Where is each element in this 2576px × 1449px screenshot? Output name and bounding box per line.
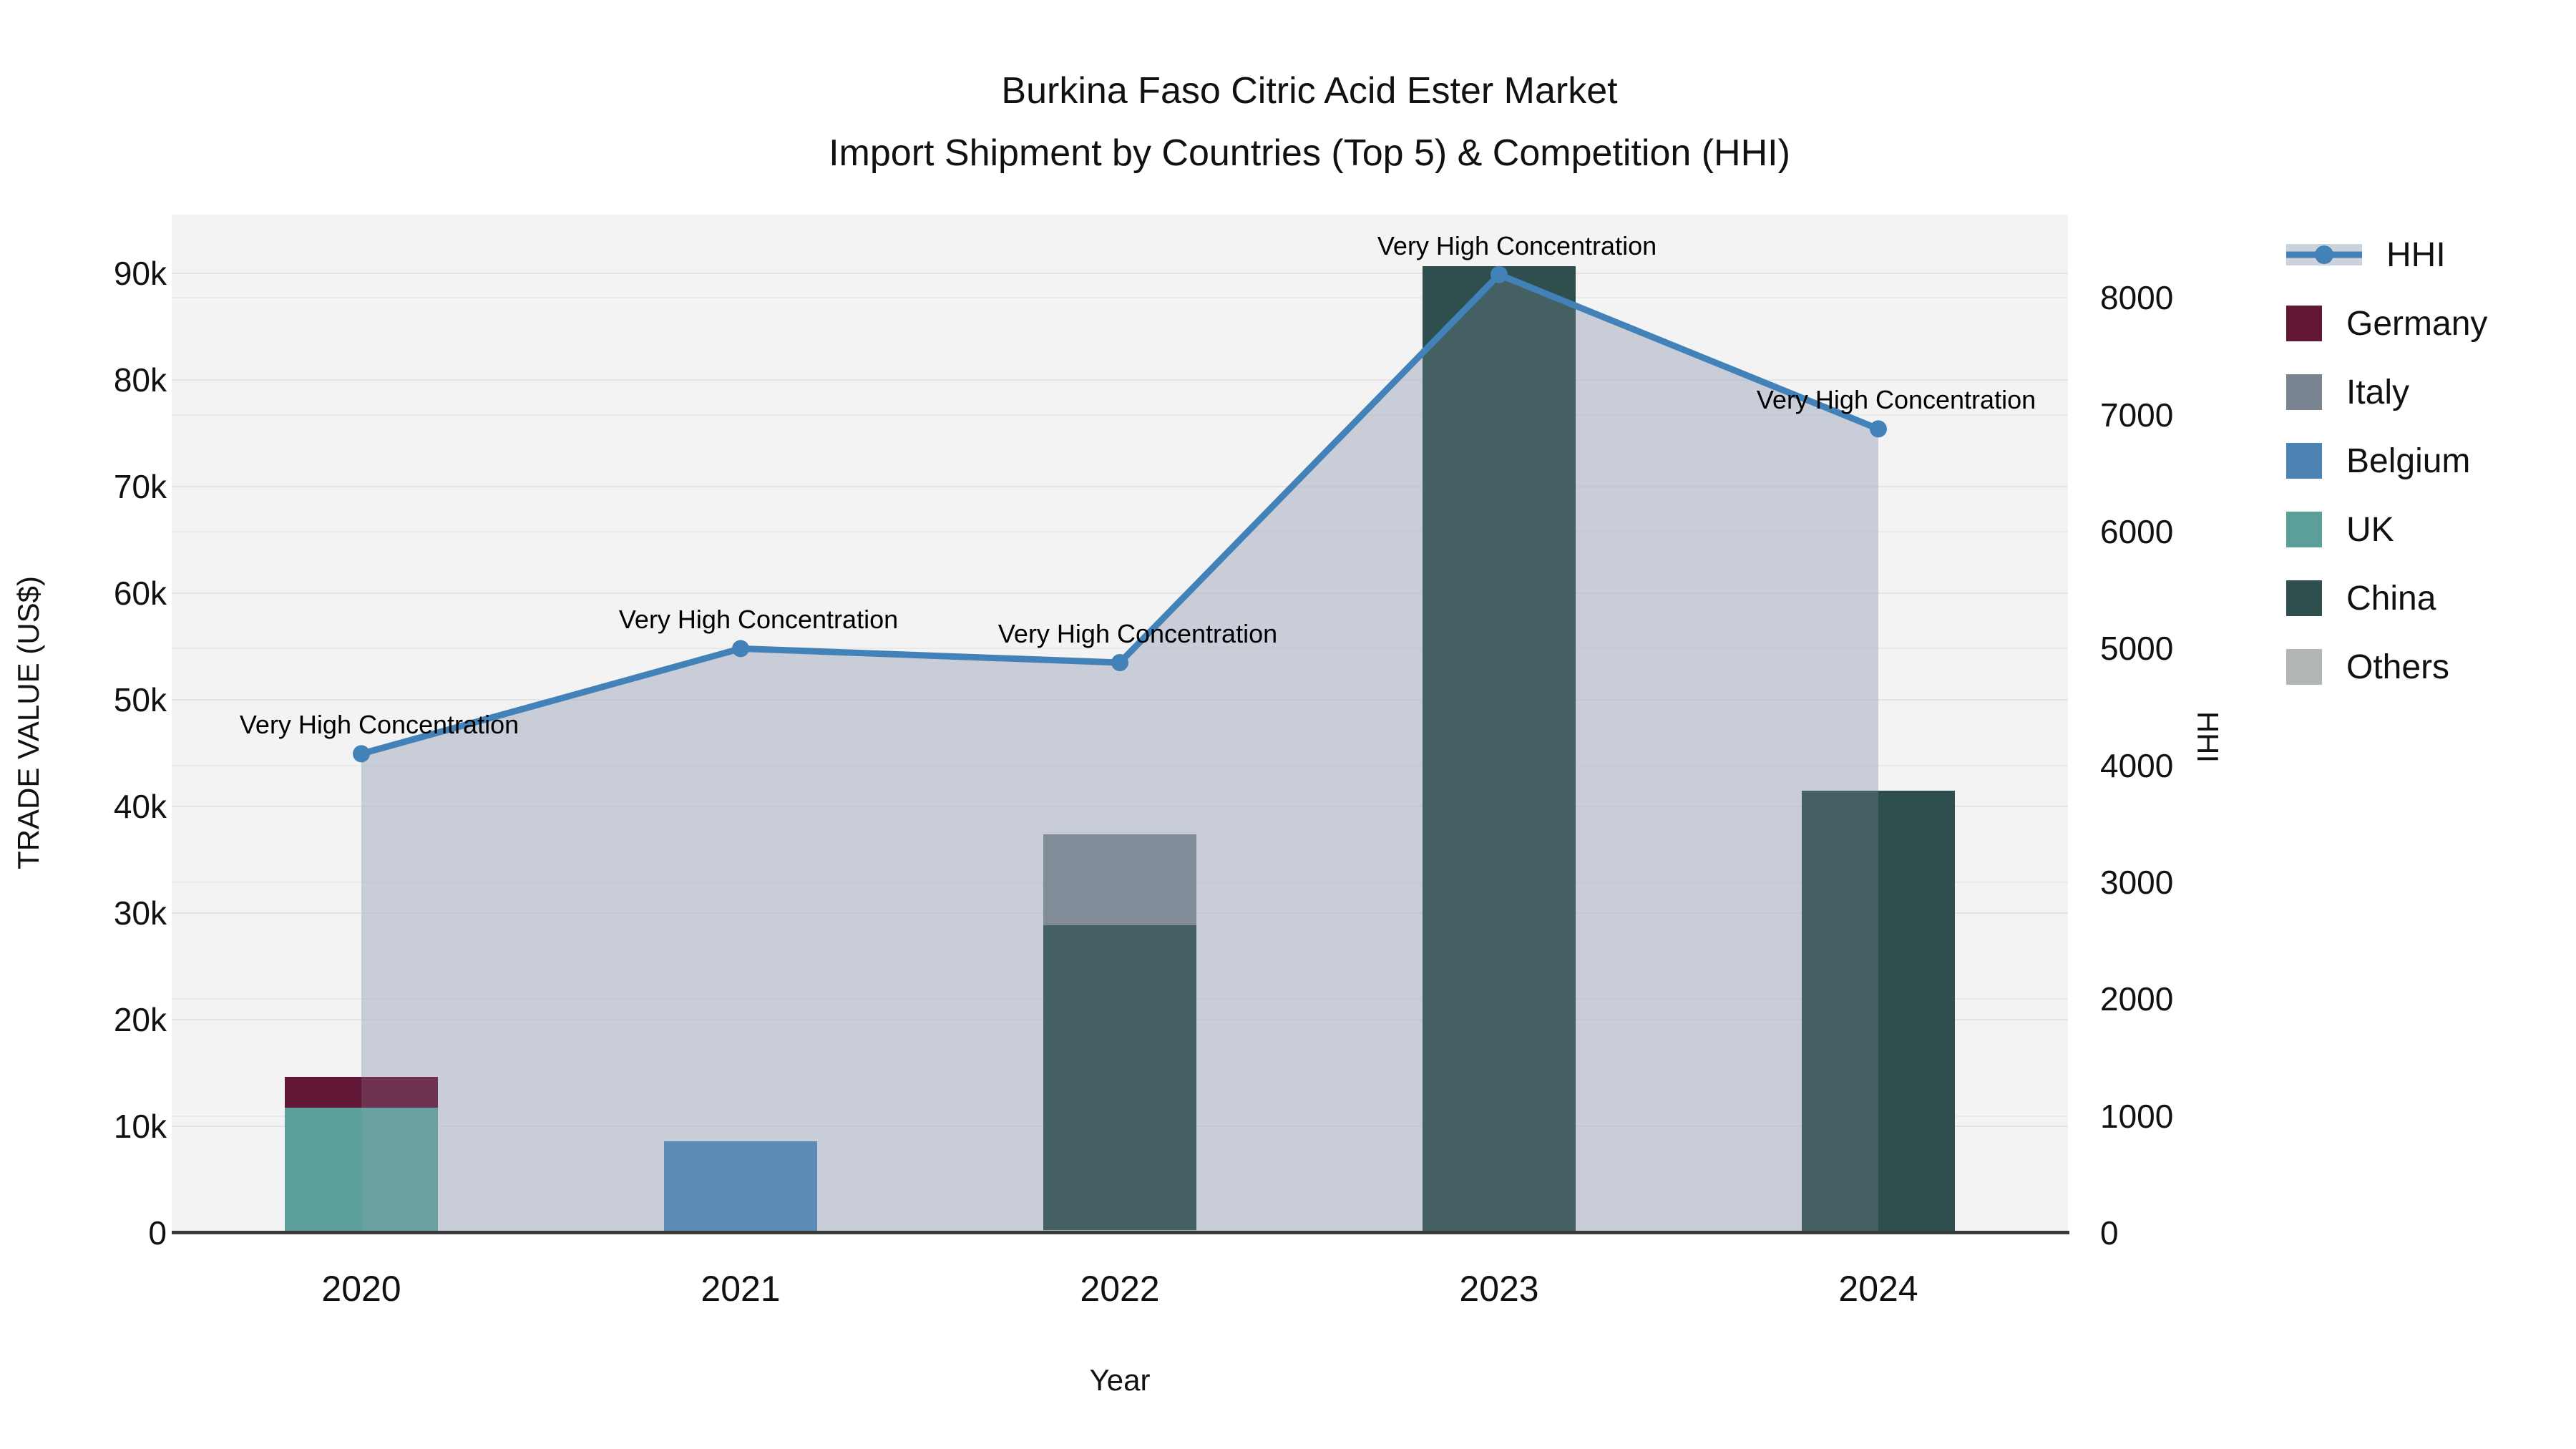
- gridline-left: [172, 805, 2068, 807]
- chart-title-line1: Burkina Faso Citric Acid Ester Market: [1001, 70, 1618, 112]
- hhi-marker-2020: [353, 745, 370, 763]
- legend-label-belgium: Belgium: [2346, 441, 2471, 480]
- ytick-left-0: 0: [148, 1214, 167, 1252]
- legend-item-germany: Germany: [2286, 304, 2488, 343]
- chart-title-line2: Import Shipment by Countries (Top 5) & C…: [829, 132, 1790, 174]
- legend-label-italy: Italy: [2346, 373, 2410, 411]
- annotation-2024: Very High Concentration: [1756, 385, 2036, 415]
- ytick-left-30k: 30k: [113, 894, 167, 932]
- bar-segment-china-2024: [1802, 790, 1955, 1233]
- annotation-2023: Very High Concentration: [1377, 230, 1657, 260]
- ytick-left-40k: 40k: [113, 787, 167, 825]
- hhi-marker-2021: [732, 640, 749, 658]
- xtick-2023: 2023: [1459, 1269, 1539, 1309]
- bar-segment-china-2023: [1423, 265, 1576, 1233]
- xtick-2021: 2021: [701, 1269, 781, 1309]
- y-axis-title-right: HHI: [2191, 711, 2225, 763]
- gridline-right: [172, 648, 2068, 650]
- gridline-right: [172, 414, 2068, 416]
- legend-item-italy: Italy: [2286, 374, 2487, 411]
- bar-segment-italy-2022: [1043, 834, 1196, 926]
- ytick-left-70k: 70k: [113, 467, 167, 505]
- annotation-2020: Very High Concentration: [239, 710, 519, 740]
- ytick-right-6000: 6000: [2100, 513, 2174, 551]
- annotation-2022: Very High Concentration: [997, 619, 1278, 648]
- legend-label-germany: Germany: [2346, 304, 2488, 343]
- legend-swatch-others: [2286, 649, 2322, 685]
- legend-swatch-china: [2286, 580, 2322, 616]
- annotation-2021: Very High Concentration: [618, 605, 899, 635]
- legend-swatch-uk: [2286, 512, 2322, 547]
- hhi-marker-2023: [1491, 265, 1508, 283]
- ytick-left-50k: 50k: [113, 680, 167, 718]
- x-axis-title: Year: [1089, 1363, 1151, 1397]
- ytick-left-80k: 80k: [113, 361, 167, 399]
- ytick-right-7000: 7000: [2100, 396, 2174, 434]
- legend-item-others: Others: [2286, 648, 2487, 686]
- legend-item-belgium: Belgium: [2286, 441, 2487, 480]
- legend-swatch-belgium: [2286, 443, 2322, 479]
- ytick-right-1000: 1000: [2100, 1097, 2174, 1135]
- x-axis-line: [172, 1231, 2069, 1234]
- xtick-2020: 2020: [321, 1269, 401, 1309]
- ytick-left-20k: 20k: [113, 1000, 167, 1038]
- legend-label-uk: UK: [2346, 510, 2394, 549]
- gridline-right: [172, 531, 2068, 533]
- gridline-left: [172, 592, 2068, 594]
- legend-swatch-germany: [2286, 306, 2322, 341]
- legend-line-swatch: [2286, 244, 2362, 265]
- legend-item-hhi: HHI: [2286, 235, 2487, 274]
- ytick-right-5000: 5000: [2100, 630, 2174, 668]
- hhi-area-overlay: [361, 274, 1878, 1233]
- ytick-right-8000: 8000: [2100, 279, 2174, 317]
- legend-item-china: China: [2286, 579, 2487, 618]
- xtick-2024: 2024: [1838, 1269, 1918, 1309]
- gridline-left: [172, 485, 2068, 487]
- bar-segment-belgium-2021: [664, 1141, 817, 1233]
- ytick-left-60k: 60k: [113, 574, 167, 612]
- gridline-right: [172, 297, 2068, 299]
- bar-segment-uk-2020: [285, 1107, 438, 1231]
- gridline-left: [172, 698, 2068, 701]
- y-axis-title-left: TRADE VALUE (US$): [11, 576, 45, 869]
- legend-label-hhi: HHI: [2386, 235, 2446, 274]
- ytick-right-2000: 2000: [2100, 980, 2174, 1018]
- legend-dot: [2315, 245, 2333, 264]
- hhi-marker-2022: [1111, 654, 1128, 672]
- hhi-marker-2024: [1870, 420, 1887, 438]
- ytick-right-4000: 4000: [2100, 746, 2174, 784]
- bar-segment-germany-2020: [285, 1076, 438, 1108]
- plot-area: [172, 215, 2068, 1233]
- ytick-left-90k: 90k: [113, 254, 167, 292]
- legend: HHI Germany Italy Belgium UK China Others: [2286, 236, 2487, 686]
- ytick-right-0: 0: [2100, 1214, 2119, 1252]
- legend-item-uk: UK: [2286, 510, 2487, 549]
- gridline-right: [172, 764, 2068, 766]
- legend-label-others: Others: [2346, 648, 2450, 686]
- xtick-2022: 2022: [1080, 1269, 1160, 1309]
- bar-segment-china-2022: [1043, 925, 1196, 1231]
- gridline-left: [172, 272, 2068, 274]
- ytick-right-3000: 3000: [2100, 864, 2174, 902]
- ytick-left-10k: 10k: [113, 1107, 167, 1145]
- gridline-left: [172, 379, 2068, 381]
- legend-swatch-italy: [2286, 374, 2322, 410]
- legend-label-china: China: [2346, 579, 2436, 618]
- hhi-line-layer: [353, 265, 1887, 1233]
